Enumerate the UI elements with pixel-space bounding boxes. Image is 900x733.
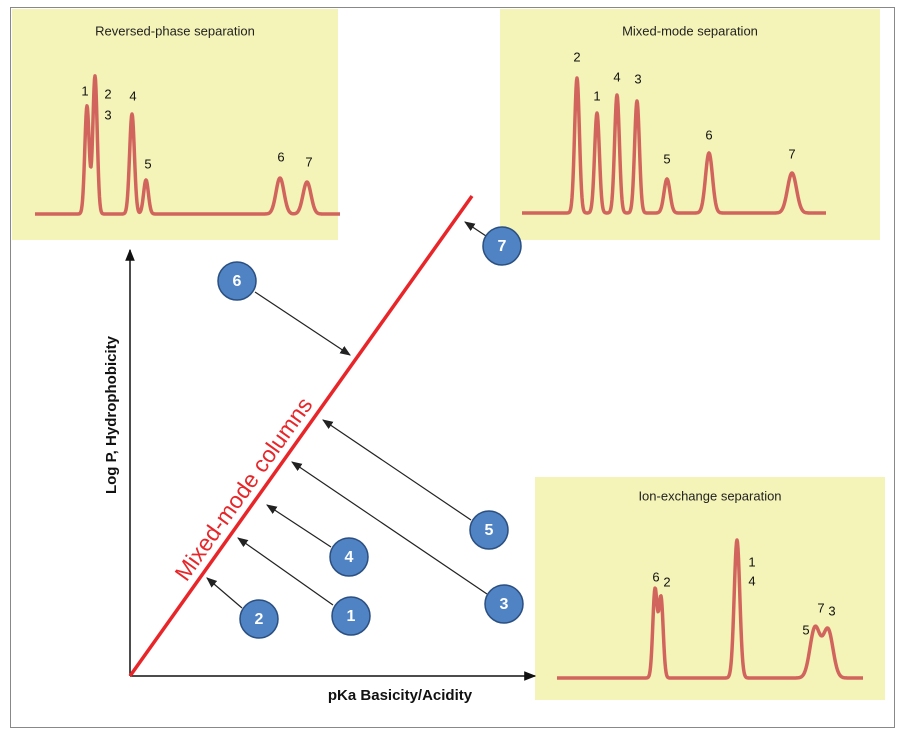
peak-label: 7 — [788, 146, 795, 161]
chromatogram — [555, 538, 865, 680]
peak-label: 6 — [277, 149, 284, 164]
peak-label: 2 — [663, 574, 670, 589]
peak-label: 2 — [573, 49, 580, 64]
marker-circle — [329, 537, 369, 577]
arrow — [266, 504, 332, 548]
peak-label: 2 — [104, 86, 111, 101]
marker-circle — [482, 226, 522, 266]
peak-label: 6 — [652, 569, 659, 584]
marker-number: 1 — [347, 608, 356, 625]
peak-label: 1 — [593, 88, 600, 103]
y-axis-label: Log P, Hydrophobicity — [103, 335, 120, 494]
peak-label: 3 — [634, 71, 641, 86]
panel-title: Mixed-mode separation — [622, 23, 758, 38]
chromatogram — [520, 76, 828, 215]
marker-number: 3 — [500, 596, 509, 613]
peak-label: 7 — [305, 154, 312, 169]
peak-label: 5 — [144, 156, 151, 171]
x-axis-label: pKa Basicity/Acidity — [328, 687, 473, 704]
marker-circle — [331, 596, 371, 636]
peak-label: 4 — [748, 573, 755, 588]
peak-label: 5 — [802, 622, 809, 637]
panels: Reversed-phase separation Mixed-mode sep… — [12, 9, 885, 700]
peak-label: 5 — [663, 151, 670, 166]
peak-label: 4 — [129, 88, 136, 103]
diagonal-label: Mixed-mode columns — [169, 392, 317, 585]
marker-number: 6 — [233, 273, 242, 290]
marker-circle — [217, 261, 257, 301]
peak-label: 4 — [613, 69, 620, 84]
arrow — [237, 537, 334, 606]
marker-circle — [484, 584, 524, 624]
peak-label: 1 — [748, 554, 755, 569]
chromatograms — [33, 74, 865, 680]
arrow — [322, 419, 472, 521]
marker-circle — [239, 599, 279, 639]
peak-label: 3 — [104, 107, 111, 122]
arrow — [254, 291, 351, 356]
marker-number: 4 — [345, 549, 354, 566]
arrows — [206, 221, 488, 609]
panel-title: Ion-exchange separation — [638, 488, 781, 503]
frame — [10, 7, 895, 728]
marker-circle — [469, 510, 509, 550]
peak-label: 7 — [817, 600, 824, 615]
peak-label: 1 — [81, 83, 88, 98]
panel-bg — [500, 9, 880, 240]
marker-number: 7 — [498, 238, 507, 255]
panel-title: Reversed-phase separation — [95, 23, 255, 38]
mixed-mode-line — [128, 194, 474, 678]
panel-bg — [535, 477, 885, 700]
markers: 6 7 5 4 3 2 1 — [217, 226, 524, 639]
marker-number: 2 — [255, 611, 264, 628]
chromatogram — [33, 74, 342, 216]
arrow — [291, 461, 488, 595]
marker-number: 5 — [485, 522, 494, 539]
panel-bg — [12, 9, 338, 240]
arrow — [464, 221, 487, 237]
peak-label: 6 — [705, 127, 712, 142]
peak-label: 3 — [828, 603, 835, 618]
arrow — [206, 577, 243, 609]
